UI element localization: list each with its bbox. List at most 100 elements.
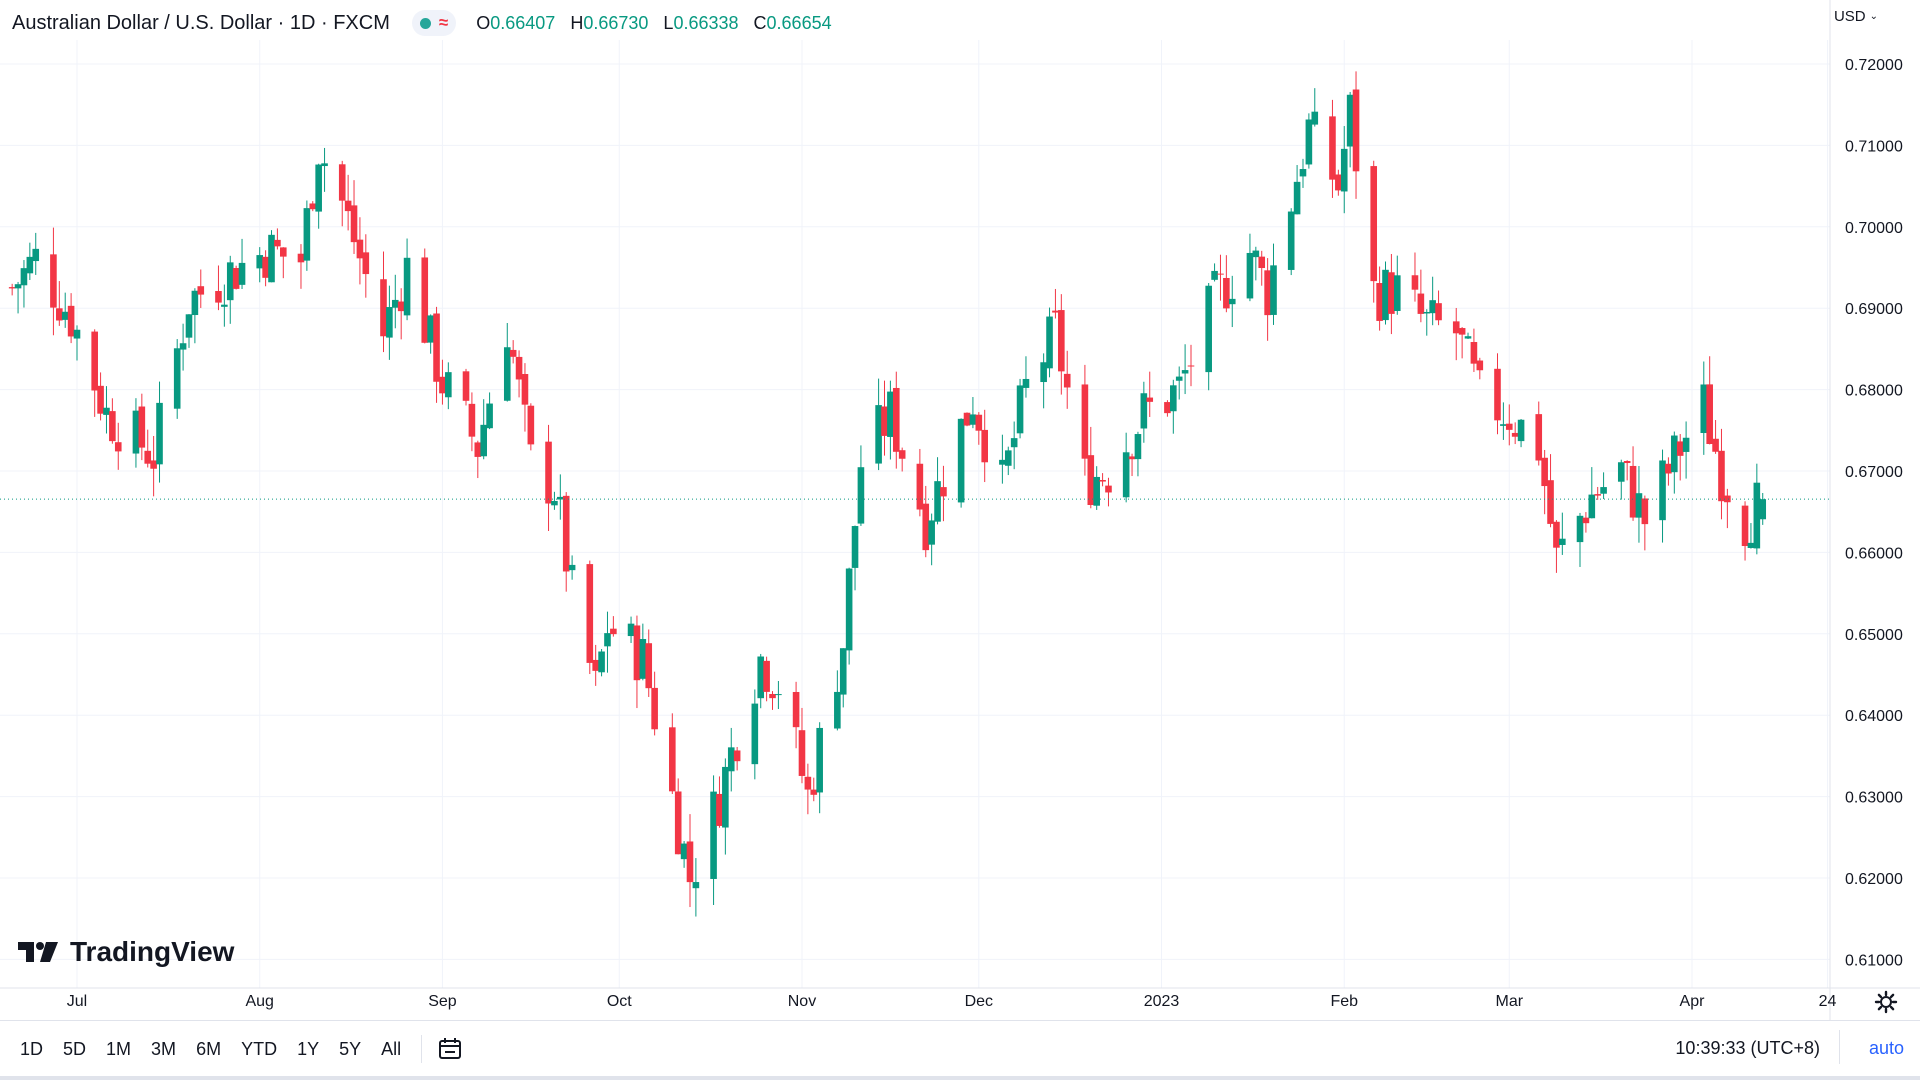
candle xyxy=(834,670,841,731)
candle xyxy=(114,422,122,470)
candle xyxy=(1211,263,1218,282)
candle-body xyxy=(1046,316,1053,369)
candle-body xyxy=(1376,283,1383,321)
candle-body xyxy=(586,564,594,663)
candle xyxy=(462,368,470,406)
axis-separators xyxy=(0,0,1920,1020)
range-button-1y[interactable]: 1Y xyxy=(297,1038,320,1059)
candle xyxy=(1122,432,1130,503)
candle-body xyxy=(1741,505,1749,547)
candle-body xyxy=(503,347,511,401)
candle-body xyxy=(857,467,865,524)
candle-body xyxy=(1452,321,1460,334)
candle-body xyxy=(851,526,859,568)
candle xyxy=(20,260,28,308)
tradingview-logo[interactable]: TradingView xyxy=(16,936,234,968)
candle xyxy=(1505,404,1513,446)
candle xyxy=(1370,160,1378,303)
candle xyxy=(1588,467,1596,519)
candle xyxy=(486,392,493,430)
range-button-3m[interactable]: 3M xyxy=(151,1038,177,1059)
candle-body xyxy=(1458,328,1466,335)
candle-body xyxy=(138,406,146,448)
candle xyxy=(1140,381,1148,443)
settings-gear-icon[interactable] xyxy=(1874,990,1898,1014)
ohlc-values: O0.66407 H0.66730 L0.66338 C0.66654 xyxy=(476,13,841,34)
symbol-title[interactable]: Australian Dollar / U.S. Dollar · 1D · F… xyxy=(12,11,390,34)
toolbar-divider-right xyxy=(1839,1030,1840,1064)
candle-body xyxy=(1134,434,1142,460)
range-button-5d[interactable]: 5D xyxy=(63,1038,87,1059)
go-to-date-button[interactable] xyxy=(438,1037,464,1061)
currency-selector[interactable]: USD ⌄ xyxy=(1834,8,1878,25)
candle xyxy=(1346,91,1354,168)
candle xyxy=(1629,446,1637,521)
candle-body xyxy=(1594,494,1601,496)
candle-body xyxy=(362,252,370,275)
candle xyxy=(804,763,812,815)
candle-body xyxy=(1759,499,1767,520)
candle-body xyxy=(940,487,947,497)
candle-body xyxy=(1671,435,1678,473)
candle-body xyxy=(1058,310,1065,372)
market-status-pill[interactable]: ≈ xyxy=(411,10,457,36)
candle-body xyxy=(1676,441,1684,456)
candle xyxy=(97,372,104,421)
candle xyxy=(427,314,434,354)
candle-body xyxy=(963,412,971,426)
candle-body xyxy=(1547,480,1554,524)
candle xyxy=(1576,512,1584,567)
candle xyxy=(8,283,16,296)
candle xyxy=(1352,71,1360,199)
range-button-1d[interactable]: 1D xyxy=(20,1038,44,1059)
candle-body xyxy=(279,247,287,257)
candle-body xyxy=(1010,438,1018,448)
candle-body xyxy=(391,299,399,308)
candle-body xyxy=(1329,116,1336,180)
candle-body xyxy=(816,727,823,793)
candle xyxy=(1228,275,1236,328)
candle-body xyxy=(680,843,688,860)
candle xyxy=(1582,512,1590,533)
clock-timezone[interactable]: 10:39:33 (UTC+8) xyxy=(1675,1038,1820,1058)
candle-body xyxy=(1429,300,1436,314)
auto-scale-toggle[interactable]: auto xyxy=(1868,1038,1904,1058)
candle-body xyxy=(173,348,181,409)
range-button-ytd[interactable]: YTD xyxy=(241,1038,278,1059)
candle xyxy=(1594,486,1601,500)
candle xyxy=(1040,353,1047,409)
candle-body xyxy=(344,200,352,212)
candle-body xyxy=(380,279,387,337)
date-range-buttons: 1D 5D 1M 3M 6M YTD 1Y 5Y All xyxy=(10,1039,411,1060)
range-button-5y[interactable]: 5Y xyxy=(339,1038,362,1059)
candle-body xyxy=(521,374,529,405)
candle xyxy=(922,485,930,558)
candle xyxy=(981,409,989,483)
candle xyxy=(1134,431,1142,477)
candle-body xyxy=(427,315,434,343)
x-tick-label: Nov xyxy=(788,993,816,1010)
candle-body xyxy=(957,418,965,503)
candle-body xyxy=(1105,485,1112,493)
candle xyxy=(963,412,971,427)
candle-body xyxy=(321,163,328,167)
candle xyxy=(887,380,894,460)
range-button-1m[interactable]: 1M xyxy=(106,1038,132,1059)
candle xyxy=(279,247,287,279)
candle xyxy=(633,615,641,709)
candle-body xyxy=(232,268,240,289)
candle xyxy=(1246,233,1254,302)
candle xyxy=(433,306,440,403)
candle xyxy=(1458,327,1466,359)
candle-body xyxy=(981,429,989,463)
candle-body xyxy=(397,301,405,312)
range-button-all[interactable]: All xyxy=(381,1038,402,1059)
y-tick-label: 0.68000 xyxy=(1845,383,1903,400)
candle-body xyxy=(557,496,564,500)
candle-body xyxy=(527,405,535,445)
range-button-6m[interactable]: 6M xyxy=(196,1038,222,1059)
candle-body xyxy=(1724,495,1731,503)
candle xyxy=(969,397,977,429)
candle-body xyxy=(598,651,605,673)
